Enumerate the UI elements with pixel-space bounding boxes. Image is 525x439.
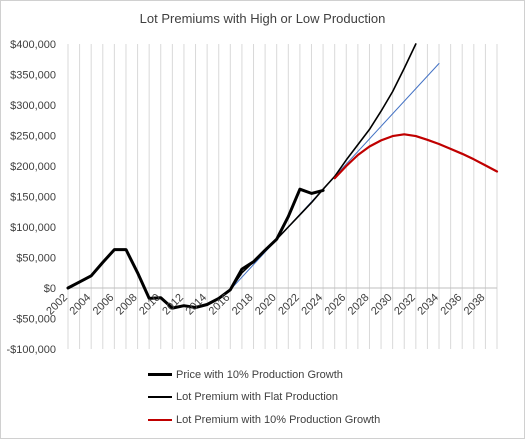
y-tick-label: $300,000 — [10, 100, 56, 112]
x-tick-label: 2004 — [68, 292, 94, 318]
y-tick-label: $400,000 — [10, 39, 56, 51]
x-tick-label: 2008 — [114, 292, 140, 318]
x-tick-label: 2034 — [415, 292, 441, 318]
legend-label: Lot Premium with Flat Production — [176, 391, 339, 403]
y-tick-label: $100,000 — [10, 222, 56, 234]
x-tick-label: 2010 — [137, 292, 163, 318]
y-tick-label: -$100,000 — [6, 344, 56, 356]
legend-item-flat-production: Lot Premium with Flat Production — [148, 390, 448, 404]
y-tick-label: $250,000 — [10, 131, 56, 143]
x-tick-label: 2024 — [299, 292, 325, 318]
x-tick-label: 2020 — [253, 292, 279, 318]
x-tick-label: 2038 — [462, 292, 488, 318]
x-tick-label: 2022 — [276, 292, 302, 318]
x-tick-label: 2030 — [369, 292, 395, 318]
y-tick-label: -$50,000 — [13, 314, 56, 326]
legend-label: Lot Premium with 10% Production Growth — [176, 414, 381, 426]
legend-item-price-10pct: Price with 10% Production Growth — [148, 368, 448, 382]
y-tick-label: $350,000 — [10, 70, 56, 82]
legend-swatch-red — [148, 419, 172, 421]
y-tick-label: $0 — [44, 283, 56, 295]
series-line-price-with-10-production-growth — [66, 187, 325, 310]
x-tick-label: 2006 — [91, 292, 117, 318]
x-tick-label: 2016 — [207, 292, 233, 318]
series-layer — [66, 43, 499, 310]
x-tick-label: 2032 — [392, 292, 418, 318]
legend-item-growth-10pct: Lot Premium with 10% Production Growth — [148, 413, 448, 427]
x-tick-label: 2026 — [323, 292, 349, 318]
y-tick-label: $150,000 — [10, 192, 56, 204]
x-tick-label: 2028 — [346, 292, 372, 318]
legend-swatch-thin — [148, 396, 172, 398]
x-tick-label: 2036 — [439, 292, 465, 318]
x-tick-label: 2018 — [230, 292, 256, 318]
chart-title: Lot Premiums with High or Low Production — [139, 11, 386, 26]
y-tick-label: $200,000 — [10, 161, 56, 173]
y-tick-label: $50,000 — [16, 253, 56, 265]
legend-swatch-thick — [148, 373, 172, 376]
series-line-lot-premium-with-10-production-growth — [333, 133, 499, 180]
legend-label: Price with 10% Production Growth — [176, 369, 343, 381]
x-tick-label: 2002 — [44, 292, 70, 318]
